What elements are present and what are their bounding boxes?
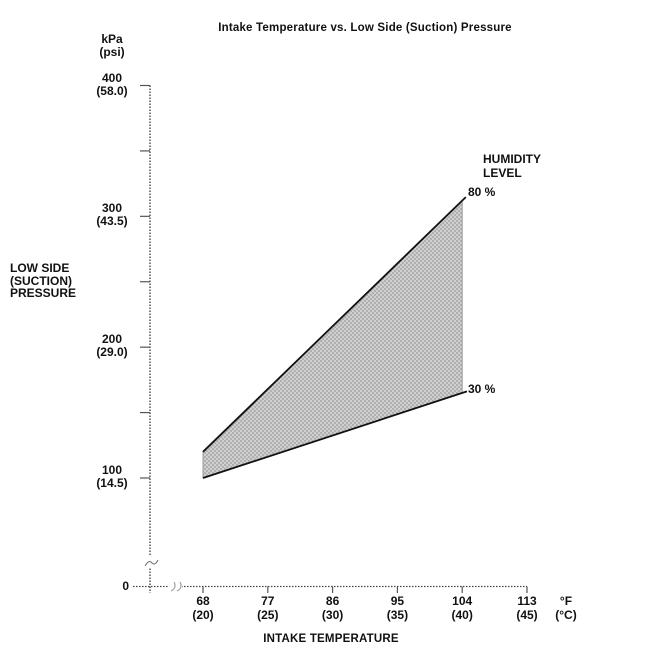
origin-zero-label: 0 — [122, 579, 129, 593]
chart-title: Intake Temperature vs. Low Side (Suction… — [218, 22, 512, 34]
x-tick-label: 104 (40) — [451, 594, 473, 622]
humidity-80-label: 80 % — [468, 185, 496, 199]
humidity-band — [202, 196, 468, 479]
y-tick-label: 100 (14.5) — [96, 463, 128, 490]
x-tick-label: 113 (45) — [516, 594, 538, 622]
x-tick-label: 86 (30) — [321, 594, 344, 622]
y-tick-label: 200 (29.0) — [96, 332, 128, 360]
y-axis-title: LOW SIDE (SUCTION) PRESSURE — [10, 261, 77, 300]
y-axis-unit-label: kPa (psi) — [99, 32, 125, 59]
legend-title: HUMIDITY LEVEL — [483, 152, 541, 180]
axes — [133, 84, 528, 593]
humidity-30-label: 30 % — [468, 382, 496, 396]
x-axis-unit-label: °F (°C) — [555, 594, 577, 622]
x-tick-label: 68 (20) — [192, 594, 214, 622]
y-tick-label: 400 (58.0) — [96, 70, 128, 98]
x-tick-label: 77 (25) — [257, 594, 279, 622]
x-axis-title: INTAKE TEMPERATURE — [263, 633, 399, 645]
x-tick-label: 95 (35) — [386, 594, 409, 622]
y-tick-label: 300 (43.5) — [96, 201, 128, 229]
